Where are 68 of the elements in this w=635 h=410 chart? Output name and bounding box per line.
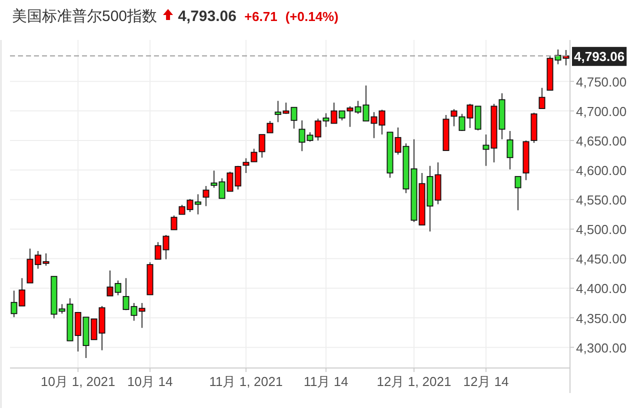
candlestick [538,87,546,110]
candlestick [330,102,338,124]
candlestick [162,234,170,260]
x-tick-label: 11月 14 [304,374,348,389]
candlestick [322,112,330,128]
candlestick [42,252,50,266]
candlestick [218,178,226,199]
candlestick [210,170,218,188]
ref-line-label: 4,793.06 [574,48,625,64]
candlestick [346,106,354,128]
candlestick [274,100,282,123]
x-tick-label: 10月 14 [127,374,173,389]
candlestick [354,100,362,114]
candlestick [338,110,346,121]
candlestick [378,109,386,136]
candlestick [314,118,322,141]
candlestick [466,103,474,129]
y-tick-label: 4,600.00 [576,163,627,178]
title: 美国标准普尔500指数 [12,8,158,25]
candlestick [370,112,378,139]
candlestick [482,134,490,166]
candlestick [10,290,18,318]
candlestick [298,120,306,152]
candlestick [138,302,146,328]
candlestick [394,126,402,156]
y-tick-label: 4,350.00 [576,310,627,326]
candlestick [122,278,130,311]
candlestick [74,312,82,352]
candlestick [458,113,466,132]
candlestick [514,176,522,211]
candlestick [306,132,314,142]
candlestick [282,102,290,114]
candlestick [178,204,186,215]
candlestick [154,242,162,260]
candlestick [106,270,114,296]
x-tick-label: 11月 1, 2021 [209,374,283,389]
y-tick-label: 4,500.00 [576,222,627,238]
annotation: +6.71 [244,9,278,24]
candlestick [450,108,458,127]
candlestick [18,278,26,306]
candlestick [234,165,242,190]
annotation: 4,793.06 [178,8,236,25]
x-tick-label: 10月 1, 2021 [40,374,116,389]
candlestick [34,250,42,270]
candlestick [266,120,274,134]
x-tick-label: 12月 14 [463,374,509,389]
y-tick-label: 4,750.00 [576,74,627,90]
candlestick [130,302,138,322]
candlestick [258,134,266,158]
y-tick-label: 4,550.00 [576,192,627,208]
annotation: (+0.14%) [285,9,338,24]
candlestick [194,194,202,215]
y-tick-label: 4,650.00 [576,133,627,148]
candlestick [58,304,66,314]
y-tick-label: 4,700.00 [576,104,627,119]
candlestick [242,158,250,174]
y-tick-label: 4,300.00 [576,340,627,356]
candlestick [26,248,34,284]
candlestick [186,198,194,212]
candlestick [250,148,258,162]
candlestick [290,106,298,130]
candlestick [362,85,370,122]
candlestick [506,130,514,170]
candlestick [114,280,122,296]
y-tick-label: 4,450.00 [576,252,627,267]
y-tick-label: 4,400.00 [576,281,627,296]
x-tick-label: 12月 1, 2021 [376,374,452,389]
candlestick [202,185,210,207]
